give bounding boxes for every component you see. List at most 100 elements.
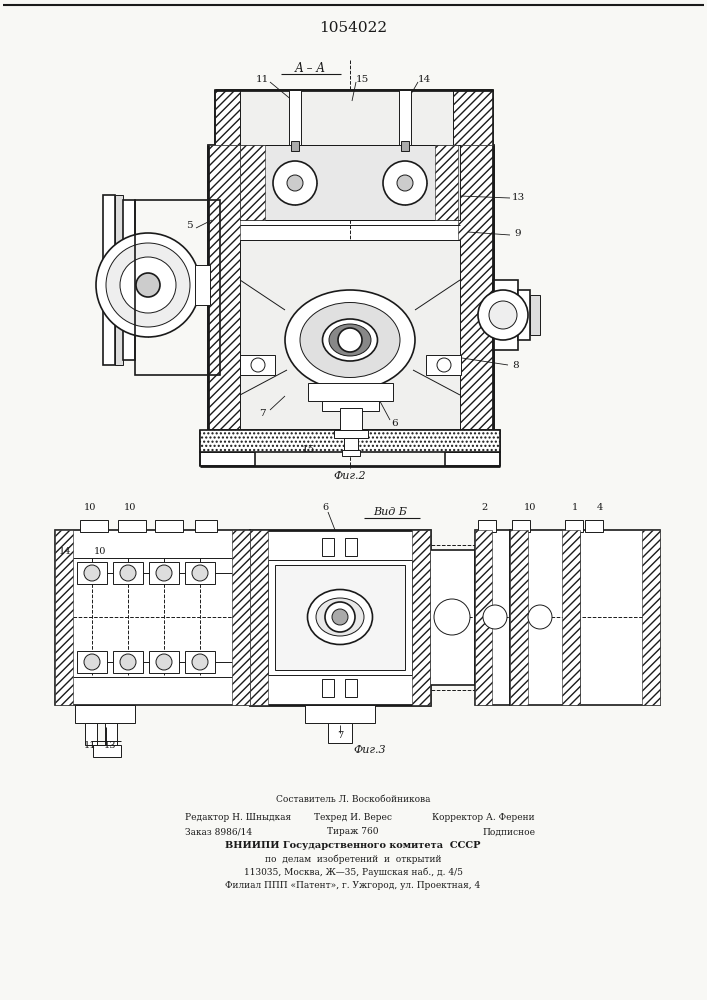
Polygon shape	[232, 530, 250, 705]
Text: 7: 7	[337, 730, 343, 740]
Ellipse shape	[285, 290, 415, 390]
Ellipse shape	[300, 302, 400, 377]
Bar	[105, 723, 117, 745]
Text: 13: 13	[104, 740, 116, 750]
Bar	[200, 430, 500, 452]
Text: 7: 7	[259, 408, 265, 418]
Bar	[399, 90, 411, 145]
Bar	[445, 452, 500, 466]
Bar	[113, 651, 143, 673]
Text: Филиал ППП «Патент», г. Ужгород, ул. Проектная, 4: Филиал ППП «Патент», г. Ужгород, ул. Про…	[226, 880, 481, 890]
Circle shape	[434, 599, 470, 635]
Bar	[85, 723, 97, 745]
Bar	[149, 562, 179, 584]
Bar	[518, 290, 530, 340]
Circle shape	[397, 175, 413, 191]
Bar	[510, 530, 580, 705]
Bar	[80, 520, 108, 532]
Bar	[135, 200, 220, 375]
Ellipse shape	[308, 589, 373, 645]
Text: 11: 11	[83, 740, 96, 750]
Bar	[195, 520, 217, 532]
Text: 10: 10	[524, 504, 536, 512]
Bar	[478, 520, 496, 532]
Bar	[340, 408, 362, 430]
Bar	[208, 145, 493, 430]
Bar	[345, 679, 357, 697]
Text: 113035, Москва, Ж—35, Раушская наб., д. 4/5: 113035, Москва, Ж—35, Раушская наб., д. …	[243, 867, 462, 877]
Bar	[328, 723, 352, 743]
Bar	[585, 520, 603, 532]
Bar	[93, 745, 121, 757]
Text: 1054022: 1054022	[319, 21, 387, 35]
Bar	[250, 530, 430, 705]
Polygon shape	[240, 145, 265, 220]
Bar	[195, 265, 210, 305]
Ellipse shape	[316, 598, 364, 636]
Circle shape	[251, 358, 265, 372]
Bar	[580, 530, 660, 705]
Bar	[77, 651, 107, 673]
Bar	[305, 705, 375, 723]
Bar	[308, 383, 393, 401]
Circle shape	[136, 273, 160, 297]
Bar	[185, 562, 215, 584]
Text: 2: 2	[482, 504, 488, 512]
Polygon shape	[435, 145, 458, 220]
Bar	[342, 450, 360, 456]
Bar	[240, 240, 460, 430]
Text: Подписное: Подписное	[482, 828, 535, 836]
Circle shape	[478, 290, 528, 340]
Bar	[200, 452, 255, 466]
Text: А – А: А – А	[294, 62, 325, 75]
Bar	[123, 200, 135, 360]
Circle shape	[192, 654, 208, 670]
Text: Заказ 8986/14: Заказ 8986/14	[185, 828, 252, 836]
Circle shape	[120, 654, 136, 670]
Circle shape	[437, 358, 451, 372]
Text: 10: 10	[94, 548, 106, 556]
Bar	[103, 195, 115, 365]
Polygon shape	[458, 145, 493, 430]
Circle shape	[483, 605, 507, 629]
Bar	[215, 90, 493, 145]
Bar	[55, 530, 250, 705]
Polygon shape	[55, 530, 73, 705]
Bar	[426, 355, 461, 375]
Text: Техред И. Верес: Техред И. Верес	[314, 814, 392, 822]
Text: ВНИИПИ Государственного комитета  СССР: ВНИИПИ Государственного комитета СССР	[226, 842, 481, 850]
Polygon shape	[562, 530, 580, 705]
Circle shape	[156, 654, 172, 670]
Circle shape	[106, 243, 190, 327]
Bar	[113, 562, 143, 584]
Bar	[118, 520, 146, 532]
Text: 6: 6	[322, 504, 328, 512]
Circle shape	[489, 301, 517, 329]
Polygon shape	[250, 530, 268, 705]
Text: 8: 8	[513, 360, 520, 369]
Bar	[77, 562, 107, 584]
Text: 9: 9	[515, 230, 521, 238]
Polygon shape	[208, 145, 240, 430]
Bar	[240, 90, 453, 145]
Polygon shape	[642, 530, 660, 705]
Circle shape	[325, 602, 355, 632]
Bar	[322, 538, 334, 556]
Text: Вид Б: Вид Б	[373, 507, 407, 517]
Circle shape	[192, 565, 208, 581]
Circle shape	[273, 161, 317, 205]
Bar	[185, 651, 215, 673]
Ellipse shape	[322, 319, 378, 361]
Text: 10: 10	[84, 504, 96, 512]
Bar	[430, 550, 475, 685]
Text: по  делам  изобретений  и  открытий: по делам изобретений и открытий	[264, 854, 441, 864]
Bar	[565, 520, 583, 532]
Text: 15: 15	[301, 446, 315, 454]
Bar	[240, 145, 460, 220]
Circle shape	[528, 605, 552, 629]
Bar	[240, 355, 275, 375]
Polygon shape	[475, 530, 492, 705]
Bar	[401, 141, 409, 151]
Bar	[275, 565, 405, 670]
Polygon shape	[412, 530, 430, 705]
